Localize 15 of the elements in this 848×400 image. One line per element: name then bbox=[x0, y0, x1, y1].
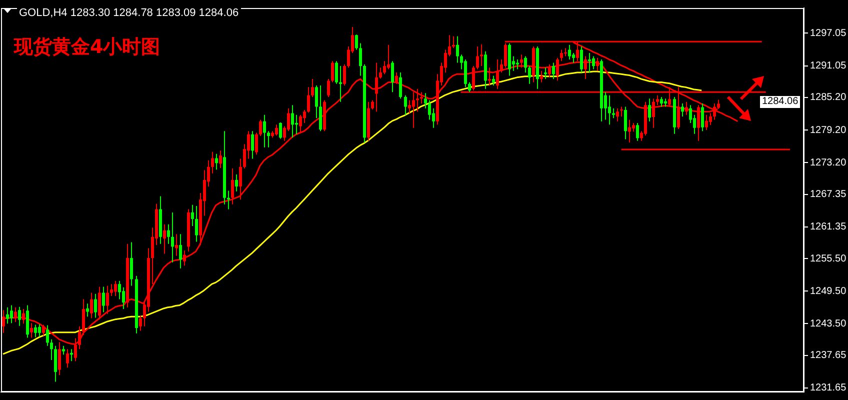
y-tick-label: 1297.05 bbox=[810, 28, 847, 39]
y-tick-label: 1291.05 bbox=[810, 60, 847, 72]
y-tick-label: 1231.65 bbox=[810, 382, 847, 394]
annotation: 现货黄金4小时图 bbox=[14, 35, 160, 60]
annotation: 1284.06 bbox=[760, 96, 800, 108]
y-tick-label: 1273.20 bbox=[810, 157, 847, 168]
y-tick-label: 1279.20 bbox=[810, 124, 847, 136]
y-tick-label: 1267.35 bbox=[810, 189, 847, 200]
y-tick-label: 1237.65 bbox=[810, 350, 847, 362]
y-tick-label: 1285.20 bbox=[810, 92, 847, 104]
y-tick-label: 1249.50 bbox=[810, 286, 847, 297]
y-tick-label: 1243.50 bbox=[810, 318, 847, 330]
y-tick-label: 1261.35 bbox=[810, 222, 847, 233]
y-tick-label: 1255.50 bbox=[810, 253, 847, 264]
chart-title: GOLD,H4 1283.30 1284.78 1283.09 1284.06 bbox=[17, 7, 241, 19]
